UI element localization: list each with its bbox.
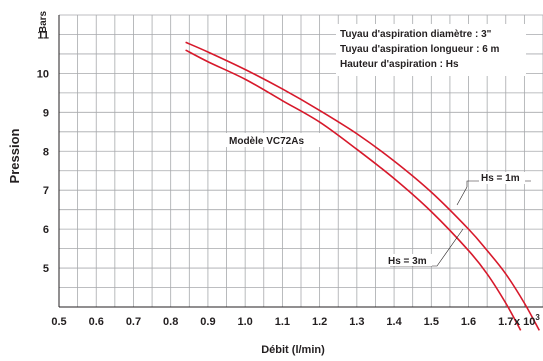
y-axis-title: Pression	[7, 128, 22, 183]
y-tick-label: 6	[43, 224, 49, 236]
y-unit-label: Bars	[38, 10, 49, 33]
x-tick-label: 0.6	[89, 316, 104, 328]
legend-pointer-hs1	[456, 186, 468, 206]
note-diameter: Tuyau d'aspiration diamètre : 3"	[340, 29, 492, 40]
y-tick-label: 8	[43, 146, 49, 158]
x-tick-label: 1.3	[349, 316, 364, 328]
x-tick-label: 1.7	[498, 316, 513, 328]
x-tick-label: 0.5	[51, 316, 66, 328]
x-axis-title: Débit (l/min)	[261, 344, 325, 356]
series-line-hs1	[185, 41, 540, 331]
x-tick-label: 0.9	[200, 316, 215, 328]
x-tick-label: 0.7	[126, 316, 141, 328]
y-tick-label: 10	[37, 68, 49, 80]
y-tick-label: 7	[43, 185, 49, 197]
x-unit-label: x 103	[514, 313, 540, 328]
y-tick-label: 11	[37, 29, 49, 41]
legend-label-hs3-background	[386, 254, 432, 266]
model-label-background	[226, 133, 330, 147]
notes-background	[336, 24, 526, 76]
legend-label-hs3: Hs = 3m	[388, 256, 427, 267]
series-line-hs3	[185, 49, 522, 331]
legend-label-hs1: Hs = 1m	[481, 173, 520, 184]
x-tick-label: 1.4	[386, 316, 402, 328]
model-label: Modèle VC72As	[229, 136, 304, 147]
x-tick-label: 1.0	[238, 316, 253, 328]
note-length: Tuyau d'aspiration longueur : 6 m	[340, 44, 500, 55]
tick-labels: 0.5 0.6 0.7 0.8 0.9 1.0 1.1 1.2 1.3 1.4 1.5 1.6 1.7 5…	[37, 29, 514, 328]
legend-label-hs1-background	[479, 172, 525, 184]
x-tick-label: 1.6	[461, 316, 476, 328]
note-suction-height: Hauteur d'aspiration : Hs	[340, 59, 459, 70]
x-unit-text: x 10	[514, 316, 535, 328]
x-unit-exponent: 3	[535, 313, 540, 322]
x-tick-label: 1.5	[424, 316, 439, 328]
x-tick-label: 0.8	[163, 316, 178, 328]
x-tick-label: 1.2	[312, 316, 327, 328]
y-tick-label: 9	[43, 107, 49, 119]
y-tick-label: 5	[43, 263, 49, 275]
series-curves	[185, 41, 540, 331]
x-tick-label: 1.1	[275, 316, 290, 328]
